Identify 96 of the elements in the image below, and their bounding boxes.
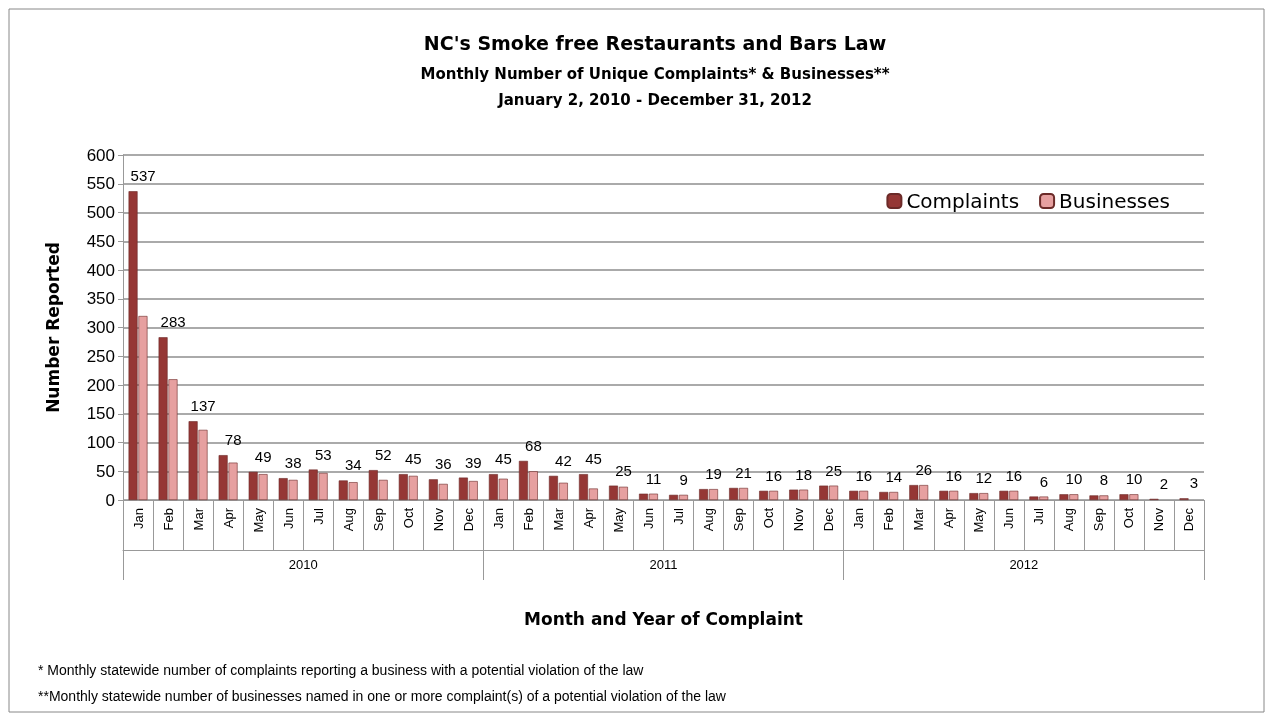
chart-title: NC's Smoke free Restaurants and Bars Law <box>423 31 887 54</box>
y-axis-title: Number Reported <box>42 242 63 413</box>
text: 2010 <box>288 557 318 572</box>
x-tick-label: Jun <box>640 508 656 529</box>
legend-label: Businesses <box>1059 189 1170 213</box>
data-label: 11 <box>645 469 662 487</box>
x-axis-title: Month and Year of Complaint <box>524 608 803 629</box>
y-tick-label: 600 <box>86 145 115 165</box>
y-tick-label: 250 <box>86 346 115 366</box>
x-tick-label: Aug <box>340 508 356 532</box>
data-label: 9 <box>679 470 688 488</box>
data-label: 8 <box>1099 471 1109 489</box>
x-tick-label: Sep <box>1091 508 1107 532</box>
x-tick-label: Dec <box>460 507 476 532</box>
y-tick-label: 350 <box>86 289 115 309</box>
x-tick-label: May <box>971 507 987 533</box>
x-tick-label: Jul <box>1031 507 1047 525</box>
data-label: 3 <box>1189 474 1199 492</box>
x-tick-label: Nov <box>430 507 446 532</box>
text: 2011 <box>649 557 678 572</box>
y-tick-label: 400 <box>86 260 115 280</box>
data-label: 68 <box>525 436 542 454</box>
x-tick-label: Apr <box>580 507 596 529</box>
data-label: 14 <box>885 467 903 485</box>
x-tick-label: Mar <box>190 507 206 531</box>
x-tick-label: Dec <box>1181 507 1197 532</box>
x-tick-label: Jun <box>1001 508 1017 529</box>
x-tick-label: Dec <box>821 507 837 532</box>
data-label: 39 <box>465 453 482 471</box>
y-tick-label: 100 <box>86 433 115 452</box>
data-label: 36 <box>435 455 452 473</box>
x-tick-label: May <box>250 507 266 533</box>
x-tick-label: Apr <box>220 507 236 529</box>
x-tick-label: Sep <box>731 508 747 532</box>
data-label: 25 <box>615 461 632 479</box>
x-tick-label: Jan <box>851 508 867 529</box>
x-tick-label: May <box>610 507 626 533</box>
x-tick-label: Jan <box>130 508 146 529</box>
x-tick-label: Feb <box>520 508 536 531</box>
data-label: 78 <box>224 431 242 449</box>
y-tick-label: 500 <box>86 203 115 222</box>
x-tick-label: Oct <box>1121 507 1137 529</box>
text: 2012 <box>1009 557 1039 572</box>
data-label: 38 <box>284 454 302 472</box>
x-tick-label: Aug <box>1061 508 1077 532</box>
x-tick-label: Apr <box>941 507 957 529</box>
y-tick-label: 50 <box>96 461 115 481</box>
data-label: 2 <box>1159 474 1169 492</box>
data-label: 10 <box>1125 470 1143 488</box>
chart-subtitle: Monthly Number of Unique Complaints* & Businesses** January 2, 2010 - December 31, 2012 <box>420 65 890 109</box>
x-tick-label: Sep <box>370 508 386 532</box>
text: **Monthly statewide number of businesses named in one or more complaint(s) of a potential violation of the law <box>38 688 727 704</box>
x-tick-label: Aug <box>701 508 717 532</box>
data-label: 45 <box>495 450 512 468</box>
legend-label: Complaints <box>906 189 1020 213</box>
data-label: 45 <box>585 450 602 468</box>
data-label: 137 <box>190 397 216 415</box>
x-tick-label: Jul <box>310 507 326 525</box>
data-label: 16 <box>855 466 873 484</box>
data-label: 42 <box>555 451 572 469</box>
x-tick-label: Feb <box>881 508 897 531</box>
data-label: 10 <box>1065 470 1083 488</box>
x-tick-label: Nov <box>791 507 807 532</box>
y-tick-label: 0 <box>105 490 115 510</box>
y-tick-label: 200 <box>86 375 115 395</box>
x-tick-label: Jun <box>280 508 296 529</box>
x-tick-label: Jan <box>490 508 506 529</box>
data-label: 283 <box>160 313 186 331</box>
data-label: 537 <box>130 167 156 185</box>
data-label: 16 <box>765 466 782 484</box>
x-tick-label: Jul <box>671 507 687 525</box>
data-label: 49 <box>254 447 272 465</box>
data-label: 19 <box>705 465 722 483</box>
data-label: 6 <box>1039 472 1049 490</box>
y-tick-label: 450 <box>86 231 115 251</box>
x-tick-label: Mar <box>911 507 927 531</box>
data-label: 16 <box>945 466 963 484</box>
y-tick-label: 300 <box>86 318 115 337</box>
text: * Monthly statewide number of complaints reporting a business with a potential violation of the law <box>38 662 645 678</box>
y-tick-label: 550 <box>86 174 115 194</box>
data-label: 52 <box>374 446 392 464</box>
data-label: 53 <box>314 445 332 463</box>
y-tick-label: 150 <box>86 404 115 424</box>
x-tick-label: Feb <box>160 508 176 531</box>
data-label: 21 <box>735 463 752 481</box>
data-label: 18 <box>795 465 813 483</box>
data-label: 26 <box>915 461 933 479</box>
data-label: 25 <box>825 461 843 479</box>
x-tick-label: Nov <box>1151 507 1167 532</box>
x-tick-label: Mar <box>550 507 566 531</box>
data-label: 12 <box>975 469 993 487</box>
x-tick-label: Oct <box>761 507 777 529</box>
x-tick-label: Oct <box>400 507 416 529</box>
data-label: 45 <box>404 450 422 468</box>
data-label: 34 <box>344 456 362 474</box>
data-label: 16 <box>1005 466 1023 484</box>
